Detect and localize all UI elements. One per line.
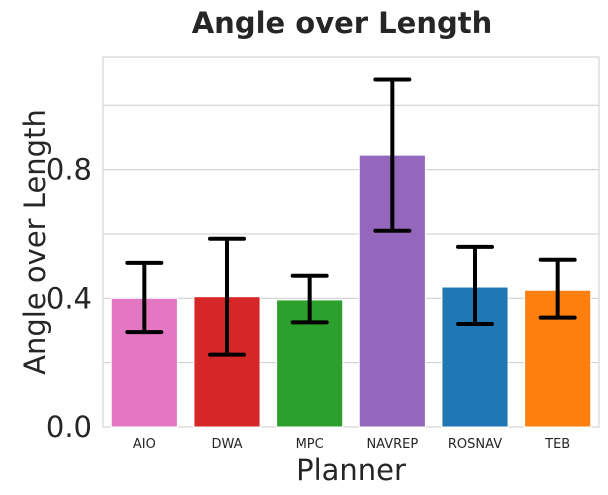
x-tick-label: NAVREP [366, 437, 418, 452]
y-tick-label: 0.8 [46, 153, 92, 187]
error-bars [125, 77, 577, 357]
x-tick-label: DWA [211, 437, 242, 452]
x-tick-label: TEB [544, 437, 570, 452]
y-tick-label: 0.0 [46, 410, 92, 444]
chart-title: Angle over Length [192, 6, 493, 40]
y-axis-label: Angle over Length [18, 109, 52, 375]
plot-frame [102, 56, 600, 428]
x-tick-label: AIO [133, 437, 156, 452]
x-tick-label: MPC [296, 437, 324, 452]
y-tick-label: 0.4 [46, 281, 92, 315]
y-tick-labels: 0.0 0.4 0.8 [46, 153, 92, 444]
x-tick-labels: AIO DWA MPC NAVREP ROSNAV TEB [133, 437, 570, 452]
x-axis-label: Planner [296, 453, 406, 487]
x-tick-label: ROSNAV [448, 437, 502, 452]
